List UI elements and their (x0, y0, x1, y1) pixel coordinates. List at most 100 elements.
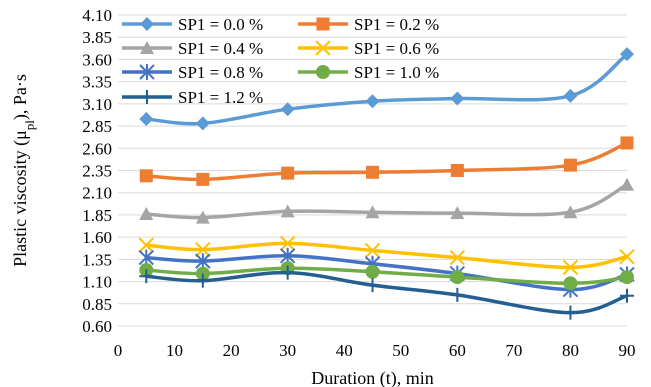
data-point (450, 270, 465, 285)
x-tick-label: 40 (336, 341, 353, 360)
x-tick-label: 10 (166, 341, 183, 360)
data-point (563, 205, 578, 219)
x-tick-label: 20 (223, 341, 240, 360)
data-point (620, 270, 634, 285)
legend-marker (140, 90, 154, 104)
data-point (563, 305, 578, 320)
data-point (139, 207, 154, 221)
x-tick-label: 60 (449, 341, 466, 360)
legend-entry: SP1 = 1.0 % (298, 63, 439, 82)
x-tick-label: 90 (619, 341, 636, 360)
legend-entry: SP1 = 0.6 % (298, 39, 439, 58)
y-axis-title-unit: ), Pa·s (10, 74, 31, 120)
data-point (364, 242, 381, 259)
data-point (365, 94, 380, 109)
x-tick-label: 30 (279, 341, 296, 360)
x-axis-title: Duration (t), min (311, 368, 433, 387)
y-tick-label: 0.85 (82, 295, 112, 314)
y-tick-label: 1.85 (82, 206, 112, 225)
data-point (450, 206, 465, 220)
data-point (280, 102, 295, 117)
y-tick-label: 3.85 (82, 28, 112, 47)
y-tick-label: 2.10 (82, 184, 112, 203)
series-layer (138, 47, 635, 320)
data-point (139, 269, 154, 284)
data-point (279, 235, 296, 252)
data-point (195, 210, 210, 224)
data-point (196, 172, 210, 186)
data-point (138, 237, 154, 253)
data-point (620, 136, 634, 150)
data-point (449, 249, 466, 266)
legend-label: SP1 = 0.6 % (354, 39, 439, 58)
y-tick-label: 0.60 (82, 317, 112, 336)
series-2 (139, 177, 634, 224)
series-0 (139, 47, 634, 131)
legend-marker (316, 17, 330, 31)
series-6 (139, 265, 634, 320)
data-point (620, 177, 634, 191)
legend-label: SP1 = 0.2 % (354, 15, 439, 34)
legend-entry: SP1 = 0.0 % (122, 15, 263, 34)
axes: 0.60 0.85 1.10 1.35 1.60 1.85 2.10 2.35 2.60 2.85… (82, 6, 635, 360)
legend-label: SP1 = 0.8 % (178, 63, 263, 82)
y-tick-label: 2.60 (82, 139, 112, 158)
legend-entry: SP1 = 0.4 % (122, 39, 263, 58)
data-point (195, 266, 210, 281)
y-tick-label: 1.10 (82, 273, 112, 292)
legend-marker (139, 64, 155, 80)
x-tick-label: 70 (505, 341, 522, 360)
series-3 (138, 235, 635, 276)
legend: SP1 = 0.0 % SP1 = 0.2 % SP1 = 0.4 % SP1 = 0… (122, 15, 439, 107)
data-point (280, 265, 295, 280)
y-axis-title: Plastic viscosity (μpl), Pa·s (10, 74, 37, 267)
series-line (144, 270, 629, 315)
data-point (139, 169, 153, 183)
data-point (562, 259, 579, 276)
data-point (450, 91, 465, 106)
legend-marker (316, 65, 330, 79)
y-tick-label: 3.60 (82, 50, 112, 69)
legend-marker (140, 17, 154, 31)
data-point (365, 264, 380, 279)
data-point (195, 273, 210, 288)
y-tick-label: 1.35 (82, 250, 112, 269)
legend-label: SP1 = 0.4 % (178, 39, 263, 58)
data-point (450, 164, 464, 177)
data-point (620, 47, 634, 62)
y-tick-label: 3.10 (82, 95, 112, 114)
data-point (563, 276, 578, 291)
data-point (195, 241, 211, 258)
data-point (450, 287, 465, 302)
data-point (139, 111, 154, 126)
data-point (366, 165, 379, 179)
data-point (279, 247, 296, 264)
legend-label: SP1 = 0.0 % (178, 15, 263, 34)
data-point (195, 253, 211, 270)
data-point (281, 166, 295, 180)
x-tick-label: 50 (392, 341, 409, 360)
data-point (619, 248, 635, 265)
x-tick-label: 80 (562, 341, 579, 360)
data-point (280, 204, 295, 218)
legend-entry: SP1 = 0.2 % (298, 15, 439, 34)
legend-label: SP1 = 1.0 % (354, 63, 439, 82)
data-point (365, 278, 380, 293)
legend-entry: SP1 = 1.2 % (122, 88, 263, 107)
y-axis-title-main: Plastic viscosity (μ (10, 130, 31, 267)
data-point (138, 249, 154, 266)
data-point (195, 116, 210, 131)
y-axis-title-subscript: pl (22, 120, 37, 131)
series-1 (139, 136, 634, 186)
data-point (620, 288, 634, 303)
y-tick-label: 3.35 (82, 73, 112, 92)
data-point (365, 205, 380, 219)
data-point (563, 158, 577, 172)
legend-entry: SP1 = 0.8 % (122, 63, 263, 82)
legend-marker (315, 40, 331, 56)
y-tick-label: 2.35 (82, 162, 112, 181)
legend-label: SP1 = 1.2 % (178, 88, 263, 107)
legend-marker (140, 41, 154, 54)
y-tick-label: 2.85 (82, 117, 112, 136)
